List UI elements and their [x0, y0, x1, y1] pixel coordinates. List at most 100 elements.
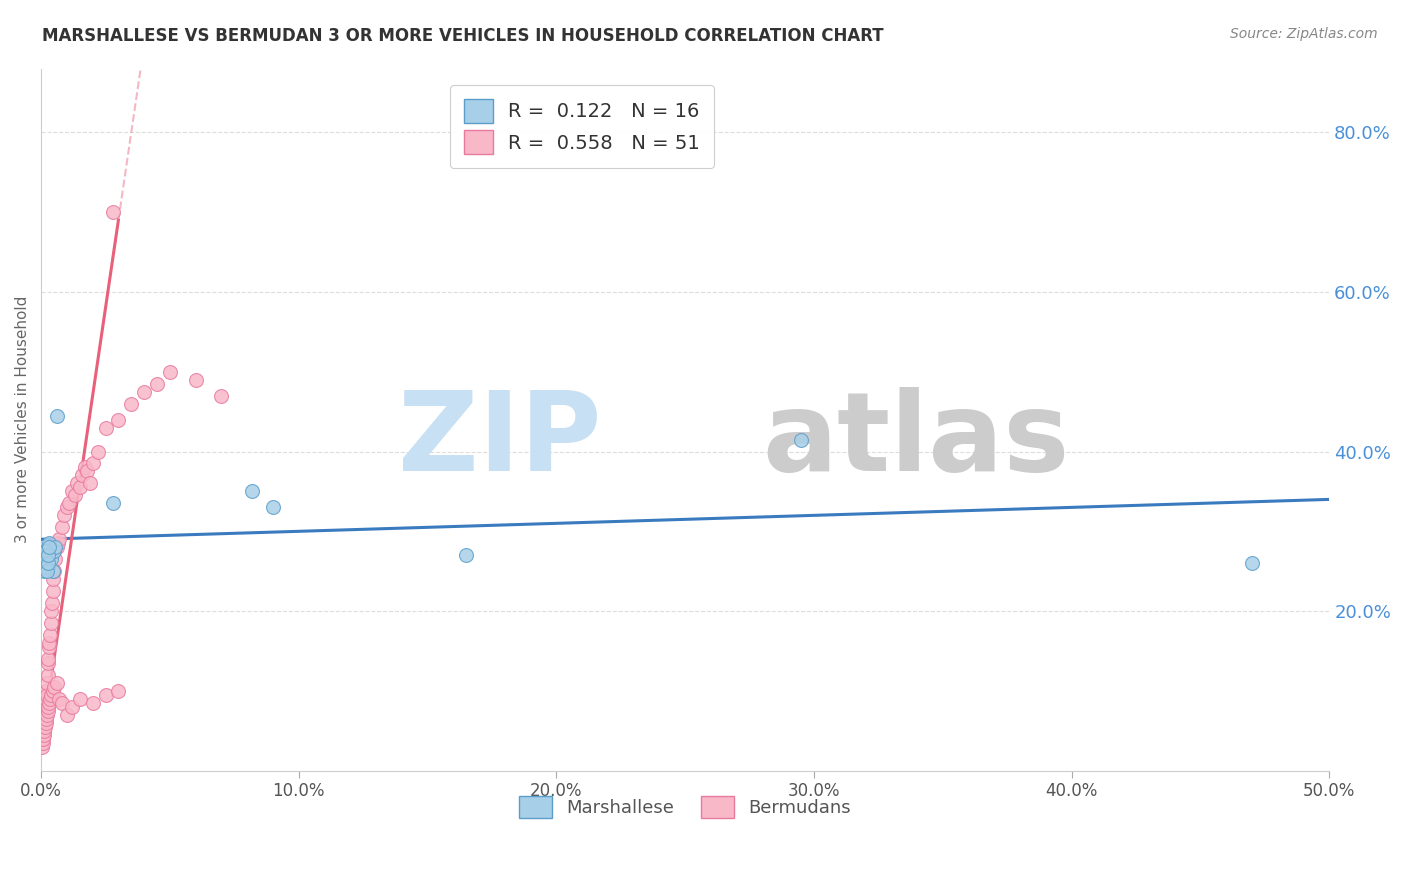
Point	[34, 544, 56, 558]
Point	[37, 556, 59, 570]
Point	[32, 564, 55, 578]
Point	[211, 389, 233, 403]
Y-axis label: 3 or more Vehicles in Household: 3 or more Vehicles in Household	[15, 296, 30, 543]
Point	[37, 699, 59, 714]
Point	[35, 691, 58, 706]
Point	[38, 640, 60, 654]
Point	[35, 548, 58, 562]
Point	[72, 468, 94, 483]
Point	[159, 365, 181, 379]
Point	[39, 616, 62, 631]
Point	[38, 536, 60, 550]
Point	[60, 484, 83, 499]
Point	[39, 628, 62, 642]
Point	[73, 460, 96, 475]
Point	[41, 596, 63, 610]
Point	[134, 384, 156, 399]
Point	[82, 696, 104, 710]
Point	[103, 496, 125, 510]
Point	[42, 544, 65, 558]
Point	[37, 656, 59, 670]
Point	[32, 731, 55, 746]
Point	[42, 680, 65, 694]
Point	[35, 684, 58, 698]
Point	[39, 691, 62, 706]
Point	[107, 412, 129, 426]
Point	[37, 652, 59, 666]
Point	[51, 696, 73, 710]
Point	[56, 500, 79, 515]
Point	[120, 397, 142, 411]
Point	[38, 541, 60, 555]
Point	[56, 707, 79, 722]
Point	[41, 564, 63, 578]
Point	[32, 720, 55, 734]
Text: atlas: atlas	[762, 387, 1070, 494]
Point	[34, 720, 56, 734]
Text: ZIP: ZIP	[398, 387, 602, 494]
Point	[63, 488, 86, 502]
Point	[79, 476, 101, 491]
Point	[82, 457, 104, 471]
Point	[32, 736, 55, 750]
Point	[35, 560, 58, 574]
Point	[34, 707, 56, 722]
Point	[146, 376, 169, 391]
Point	[107, 684, 129, 698]
Point	[37, 704, 59, 718]
Point	[32, 548, 55, 562]
Point	[456, 548, 478, 562]
Point	[32, 556, 55, 570]
Point	[37, 548, 59, 562]
Point	[262, 500, 284, 515]
Point	[46, 536, 69, 550]
Point	[184, 373, 207, 387]
Point	[76, 465, 98, 479]
Point	[41, 684, 63, 698]
Point	[32, 715, 55, 730]
Point	[35, 564, 58, 578]
Point	[35, 544, 58, 558]
Point	[60, 699, 83, 714]
Point	[41, 584, 63, 599]
Text: Source: ZipAtlas.com: Source: ZipAtlas.com	[1230, 27, 1378, 41]
Point	[32, 728, 55, 742]
Point	[87, 444, 110, 458]
Point	[32, 548, 55, 562]
Point	[35, 712, 58, 726]
Point	[44, 552, 66, 566]
Point	[31, 731, 53, 746]
Point	[53, 508, 76, 523]
Point	[66, 476, 89, 491]
Point	[35, 688, 58, 702]
Point	[35, 715, 58, 730]
Point	[42, 572, 65, 586]
Point	[32, 728, 55, 742]
Point	[790, 433, 813, 447]
Point	[94, 688, 117, 702]
Point	[37, 560, 59, 574]
Point	[48, 533, 70, 547]
Point	[51, 520, 73, 534]
Point	[94, 420, 117, 434]
Point	[45, 676, 67, 690]
Point	[35, 707, 58, 722]
Point	[45, 409, 67, 423]
Point	[35, 556, 58, 570]
Point	[103, 205, 125, 219]
Point	[37, 676, 59, 690]
Point	[32, 560, 55, 574]
Legend: Marshallese, Bermudans: Marshallese, Bermudans	[512, 789, 858, 825]
Point	[34, 699, 56, 714]
Point	[39, 552, 62, 566]
Point	[31, 739, 53, 754]
Point	[32, 723, 55, 738]
Point	[69, 691, 91, 706]
Text: MARSHALLESE VS BERMUDAN 3 OR MORE VEHICLES IN HOUSEHOLD CORRELATION CHART: MARSHALLESE VS BERMUDAN 3 OR MORE VEHICL…	[42, 27, 884, 45]
Point	[34, 712, 56, 726]
Point	[32, 723, 55, 738]
Point	[41, 688, 63, 702]
Point	[58, 496, 80, 510]
Point	[1240, 556, 1263, 570]
Point	[41, 604, 63, 618]
